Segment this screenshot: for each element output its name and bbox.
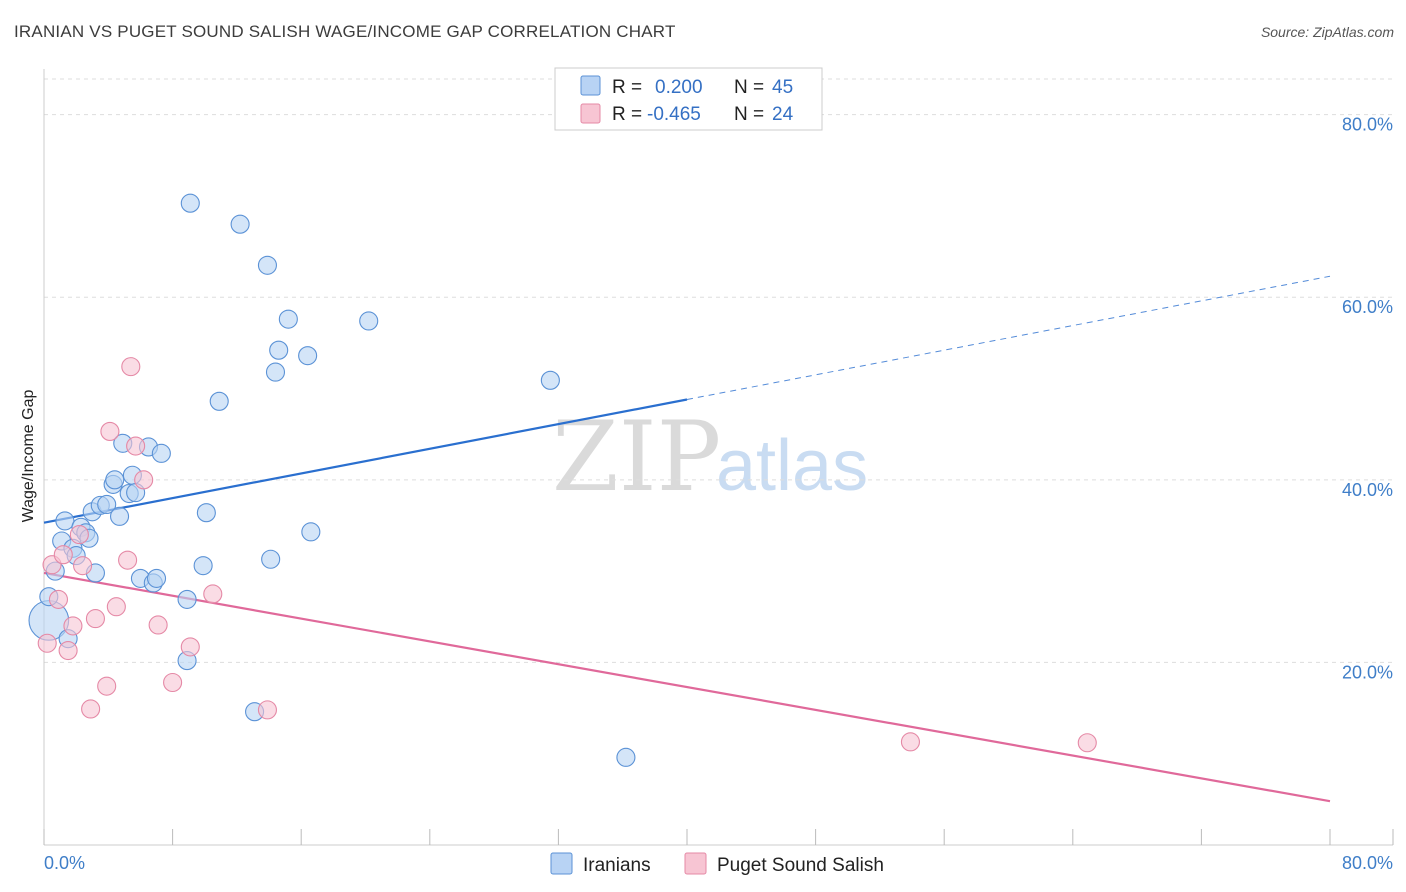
point-iranians-25 xyxy=(146,568,167,588)
point-iranians-37 xyxy=(265,362,286,382)
point-salish-9 xyxy=(85,609,105,629)
watermark-zip: ZIP xyxy=(552,401,721,513)
legend-series: Iranians Puget Sound Salish xyxy=(550,852,884,876)
point-iranians-43 xyxy=(540,370,560,390)
point-iranians-33 xyxy=(230,214,250,234)
chart-title: IRANIAN VS PUGET SOUND SALISH WAGE/INCOM… xyxy=(14,22,676,41)
point-salish-7 xyxy=(73,556,93,576)
legend-n-label-2: N = xyxy=(734,104,764,125)
trend-lines xyxy=(43,275,1331,803)
point-salish-15 xyxy=(126,436,146,456)
point-iranians-40 xyxy=(298,346,318,366)
axes xyxy=(43,69,1394,846)
y-tick-label-60: 60.0% xyxy=(1342,297,1393,317)
legend-swatch-salish xyxy=(580,103,601,124)
x-tick-label-max: 80.0% xyxy=(1342,853,1393,873)
legend-bottom-swatch-salish xyxy=(684,852,707,875)
point-iranians-4 xyxy=(55,511,75,531)
x-tick-label-min: 0.0% xyxy=(44,853,85,873)
point-iranians-38 xyxy=(269,340,289,360)
grid-lines xyxy=(44,78,1393,663)
watermark: ZIP atlas xyxy=(552,401,868,513)
watermark-atlas: atlas xyxy=(716,426,868,506)
point-iranians-39 xyxy=(278,309,298,329)
point-salish-6 xyxy=(69,525,89,545)
legend-n-value-1: 45 xyxy=(772,77,793,98)
data-points xyxy=(28,193,1097,767)
point-salish-19 xyxy=(180,637,200,657)
y-tick-labels: 20.0% 40.0% 60.0% 80.0% xyxy=(1342,115,1393,683)
legend-swatch-iranians xyxy=(580,75,601,96)
point-salish-3 xyxy=(53,545,73,565)
point-iranians-32 xyxy=(209,391,229,411)
y-axis-label: Wage/Income Gap xyxy=(20,390,37,523)
point-salish-20 xyxy=(203,584,223,604)
legend-bottom-iranians: Iranians xyxy=(583,855,651,876)
y-tick-label-40: 40.0% xyxy=(1342,480,1393,500)
point-iranians-28 xyxy=(177,589,197,609)
point-iranians-42 xyxy=(359,311,379,331)
point-iranians-41 xyxy=(301,522,321,542)
legend-n-label-1: N = xyxy=(734,77,764,98)
point-iranians-26 xyxy=(151,443,171,463)
point-salish-13 xyxy=(118,550,138,570)
point-iranians-36 xyxy=(261,549,281,569)
point-salish-0 xyxy=(37,633,57,653)
point-salish-14 xyxy=(121,357,141,377)
source-label: Source: ZipAtlas.com xyxy=(1260,24,1394,40)
legend-r-label-2: R = xyxy=(612,104,642,125)
point-iranians-35 xyxy=(257,255,277,275)
legend-r-value-2: -0.465 xyxy=(647,104,701,125)
point-iranians-17 xyxy=(110,506,130,526)
point-iranians-44 xyxy=(616,747,636,767)
point-salish-8 xyxy=(81,699,101,719)
point-iranians-14 xyxy=(97,494,117,515)
y-tick-label-80: 80.0% xyxy=(1342,115,1393,135)
legend-bottom-swatch-iranians xyxy=(550,852,573,875)
point-salish-4 xyxy=(58,640,78,661)
trend-line-iranians-extension xyxy=(686,275,1331,400)
point-salish-12 xyxy=(106,597,126,617)
point-salish-5 xyxy=(63,616,83,636)
point-salish-16 xyxy=(134,470,154,490)
trend-line-iranians xyxy=(43,398,688,524)
point-salish-23 xyxy=(1077,733,1097,753)
point-iranians-30 xyxy=(193,556,213,576)
legend-r-value-1: 0.200 xyxy=(655,77,703,98)
point-iranians-29 xyxy=(180,193,200,213)
point-iranians-31 xyxy=(196,503,216,523)
legend-r-label-1: R = xyxy=(612,77,642,98)
point-salish-22 xyxy=(900,732,920,752)
y-tick-label-20: 20.0% xyxy=(1342,662,1393,682)
point-salish-11 xyxy=(100,421,120,441)
legend-bottom-salish: Puget Sound Salish xyxy=(717,855,884,876)
point-salish-10 xyxy=(97,676,117,696)
point-salish-2 xyxy=(48,589,69,609)
trend-line-salish xyxy=(43,571,1331,803)
legend-n-value-2: 24 xyxy=(772,104,794,125)
point-iranians-16 xyxy=(105,470,125,490)
legend-stats: R = 0.200 N = 45 R = -0.465 N = 24 xyxy=(554,67,823,131)
point-salish-18 xyxy=(163,672,183,693)
point-salish-17 xyxy=(148,615,168,635)
point-salish-21 xyxy=(257,700,277,720)
